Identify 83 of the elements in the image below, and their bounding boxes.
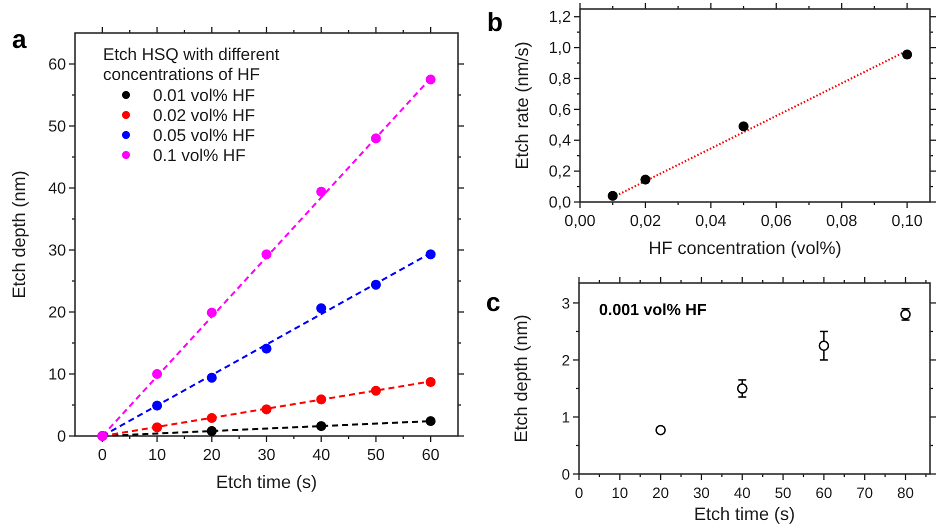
x-tick-label: 10 (611, 485, 628, 502)
point (370, 133, 381, 144)
point (152, 400, 162, 411)
point (262, 344, 272, 354)
y-tick-label: 0,8 (548, 70, 572, 88)
y-tick-label: 1,0 (548, 40, 572, 58)
point (426, 416, 436, 426)
x-tick-label: 0,02 (630, 213, 662, 230)
point (152, 422, 162, 432)
point (370, 386, 381, 396)
point (262, 404, 272, 414)
point (206, 426, 217, 436)
legend-title: Etch HSQ with different concentrations of HF (103, 45, 280, 84)
legend-label: 0.1 vol% HF (153, 146, 246, 165)
point (608, 190, 618, 201)
y-tick-label: 50 (48, 118, 66, 136)
point (640, 174, 650, 185)
x-axis-title: Etch time (s) (216, 472, 318, 492)
y-tick-label: 0,2 (548, 164, 572, 181)
x-tick-label: 50 (774, 485, 792, 502)
point (316, 394, 326, 404)
y-tick-label: 20 (48, 304, 66, 322)
point (426, 249, 436, 260)
y-tick-label: 0,6 (548, 102, 572, 119)
y-axis-title: Etch depth (nm) (9, 170, 29, 299)
x-tick-label: 30 (693, 485, 710, 502)
y-tick-label: 0,0 (548, 194, 572, 212)
chart-title: c (486, 287, 500, 317)
point (316, 186, 326, 197)
point (206, 413, 217, 424)
x-tick-label: 60 (816, 485, 832, 502)
x-tick-label: 0,06 (760, 213, 792, 230)
point (262, 249, 272, 260)
x-axis-title: HF concentration (vol%) (648, 238, 842, 258)
x-tick-label: 0 (574, 485, 584, 502)
legend-label: 0.05 vol% HF (153, 126, 256, 145)
y-tick-label: 1,2 (548, 9, 572, 26)
point (206, 372, 217, 383)
x-tick-label: 20 (652, 485, 669, 502)
x-tick-label: 0,08 (826, 213, 858, 230)
point (737, 383, 748, 394)
point (902, 50, 912, 60)
point (206, 308, 217, 318)
x-tick-label: 0,04 (695, 213, 727, 230)
y-tick-label: 1 (562, 409, 570, 426)
y-tick-label: 0 (562, 466, 570, 484)
point (655, 424, 666, 436)
x-tick-label: 60 (422, 447, 440, 464)
x-tick-label: 20 (202, 447, 221, 464)
y-tick-label: 10 (48, 366, 66, 384)
point (818, 340, 830, 351)
x-axis-title: Etch time (s) (694, 504, 796, 524)
point (738, 121, 749, 132)
y-tick-label: 40 (48, 180, 66, 198)
y-tick-label: 0 (57, 428, 66, 446)
y-tick-label: 3 (562, 295, 570, 312)
x-tick-label: 0 (98, 447, 107, 464)
x-tick-label: 0,00 (564, 213, 596, 230)
x-tick-label: 10 (148, 447, 166, 464)
legend-label: 0.01 vol% HF (153, 86, 256, 105)
point (152, 369, 162, 379)
y-tick-label: 30 (48, 242, 66, 260)
chart-title: a (12, 24, 27, 54)
y-tick-label: 60 (48, 56, 66, 74)
x-tick-label: 0,10 (892, 213, 923, 230)
point (426, 74, 436, 84)
x-tick-label: 50 (367, 447, 385, 464)
x-tick-label: 40 (312, 447, 330, 464)
point (370, 280, 381, 290)
point (316, 421, 326, 432)
y-tick-label: 2 (562, 352, 570, 370)
y-tick-label: 0,4 (548, 132, 572, 150)
annotation: 0.001 vol% HF (599, 302, 707, 319)
point (316, 303, 326, 314)
legend-label: 0.02 vol% HF (153, 106, 256, 125)
x-tick-label: 70 (856, 485, 874, 502)
x-tick-label: 40 (734, 485, 751, 502)
x-tick-label: 80 (897, 485, 914, 502)
y-axis-title: Etch rate (nm/s) (512, 41, 532, 170)
y-axis-title: Etch depth (nm) (511, 314, 531, 443)
x-tick-label: 30 (258, 447, 276, 464)
point (426, 377, 436, 388)
chart-title: b (487, 7, 503, 37)
